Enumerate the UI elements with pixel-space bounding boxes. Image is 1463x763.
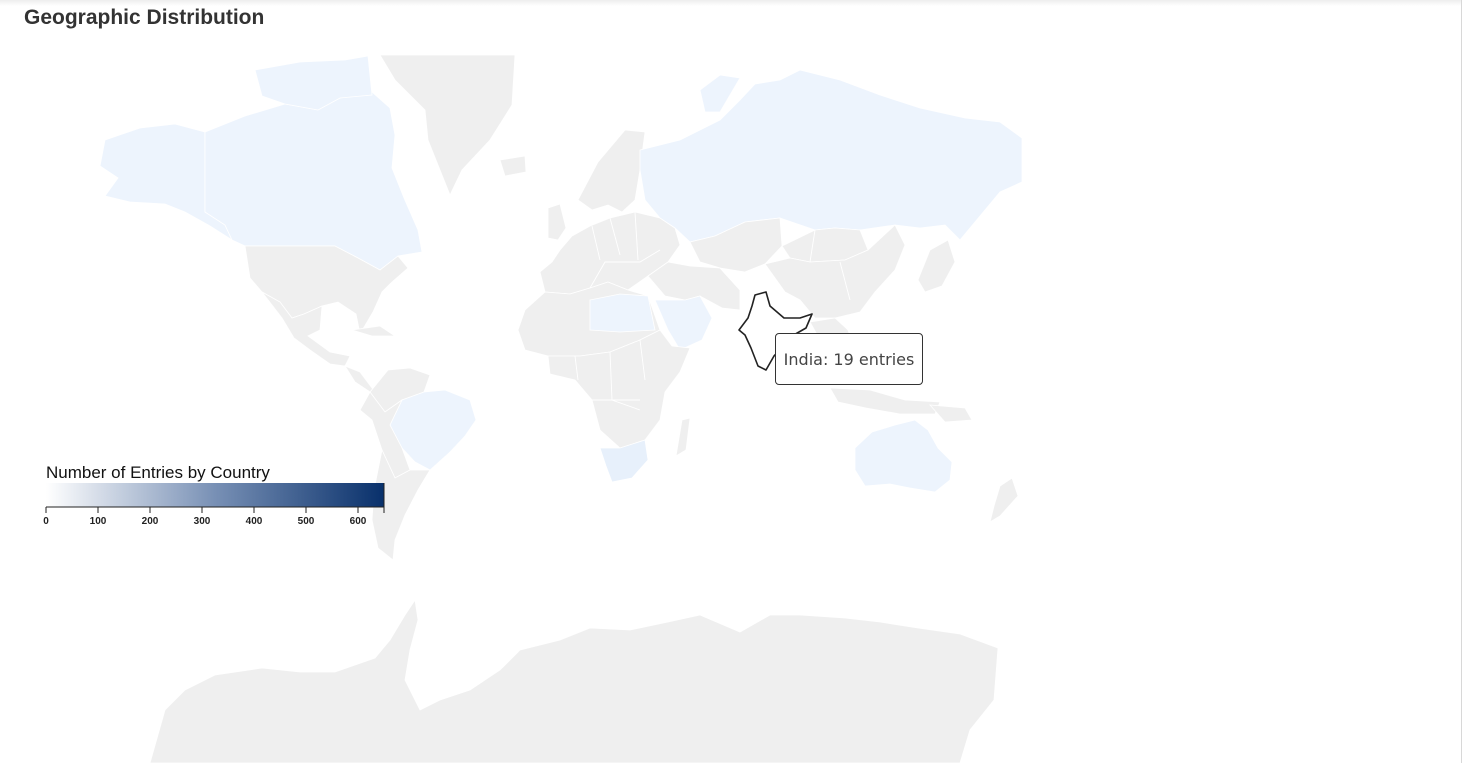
header-shadow: [0, 0, 1461, 6]
legend-tick-label: 600: [350, 516, 367, 527]
papua[interactable]: [929, 404, 973, 423]
country-russia[interactable]: [639, 69, 1023, 243]
africa-borders: [574, 339, 646, 411]
country-china[interactable]: [764, 224, 906, 319]
legend-tick-label: 200: [142, 516, 159, 527]
legend-ticks: 0 100 200 300 400 500 600: [43, 483, 385, 527]
country-argentina-chile[interactable]: [371, 448, 431, 561]
antarctica: [149, 598, 999, 763]
legend-tick-label: 300: [194, 516, 211, 527]
legend-tick-label: 0: [43, 516, 49, 527]
canada-islands[interactable]: [254, 55, 373, 111]
legend-tick-label: 500: [298, 516, 315, 527]
country-mexico[interactable]: [261, 291, 351, 367]
country-saudi-arabia[interactable]: [654, 295, 713, 351]
legend-tick-label: 100: [90, 516, 107, 527]
legend-tick-label: 400: [246, 516, 263, 527]
country-madagascar[interactable]: [675, 417, 691, 457]
country-alaska[interactable]: [99, 123, 233, 242]
asia-borders: [699, 229, 851, 301]
legend-color-bar: [46, 483, 384, 507]
africa: [517, 281, 691, 483]
central-africa[interactable]: [547, 329, 691, 449]
asia: [639, 69, 1023, 415]
country-australia[interactable]: [854, 419, 953, 493]
indonesia[interactable]: [829, 387, 941, 415]
country-japan[interactable]: [917, 239, 956, 293]
country-canada[interactable]: [204, 91, 423, 271]
country-iceland[interactable]: [499, 155, 527, 177]
south-america: [359, 367, 477, 561]
panel-border: [1461, 0, 1462, 763]
legend: Number of Entries by Country 0 100 200 300 4…: [43, 463, 385, 527]
country-libya-egypt[interactable]: [589, 293, 656, 333]
europe: [499, 129, 681, 295]
country-greenland[interactable]: [379, 54, 516, 196]
legend-title: Number of Entries by Country: [46, 463, 270, 482]
north-america: [99, 54, 516, 399]
country-new-zealand[interactable]: [989, 477, 1019, 523]
country-tooltip: India: 19 entries: [775, 333, 923, 385]
caribbean-islands[interactable]: [351, 325, 397, 337]
country-south-africa[interactable]: [599, 439, 649, 483]
scandinavia[interactable]: [577, 129, 646, 213]
europe-borders: [589, 211, 661, 289]
russia-islands[interactable]: [699, 74, 741, 113]
page-title: Geographic Distribution: [24, 6, 265, 29]
oceania: [854, 404, 1019, 523]
middle-east[interactable]: [647, 261, 741, 311]
country-uk-ireland[interactable]: [547, 203, 567, 241]
